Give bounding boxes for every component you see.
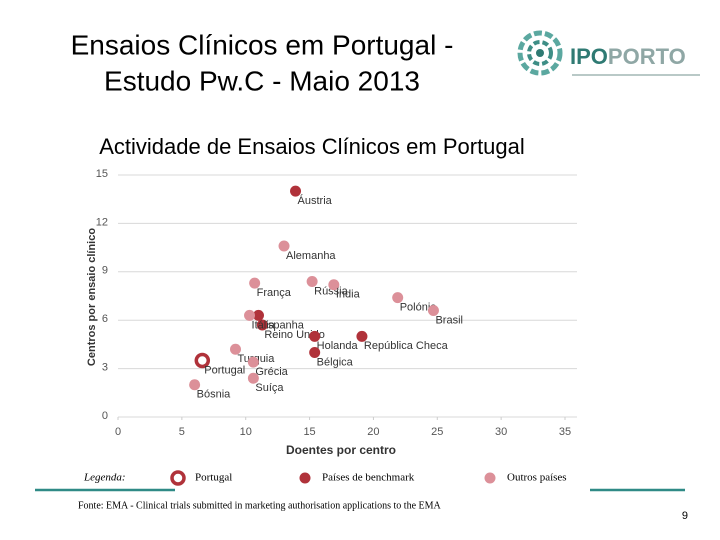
y-tick-label: 6 <box>102 313 108 325</box>
y-tick-label: 9 <box>102 265 108 277</box>
point <box>427 305 439 317</box>
x-tick-label: 5 <box>179 426 185 438</box>
legend-marker <box>170 470 186 486</box>
point-label: Índia <box>336 288 361 301</box>
point <box>256 319 268 331</box>
point <box>247 356 259 368</box>
y-tick-label: 12 <box>96 216 108 228</box>
logo-part: PORTO <box>608 44 686 69</box>
logo-icon <box>517 30 563 76</box>
point-label: Espanha <box>260 319 304 331</box>
legend-label: Portugal <box>195 472 232 484</box>
point-label: Grécia <box>255 366 288 378</box>
y-axis-label: Centros por ensaio clínico <box>86 228 98 366</box>
x-tick-label: 15 <box>303 426 315 438</box>
chart-title: Actividade de Ensaios Clínicos em Portug… <box>99 134 525 159</box>
slide-title: Estudo Pw.C - Maio 2013 <box>104 65 420 96</box>
point <box>249 277 261 289</box>
point <box>290 185 302 197</box>
point <box>247 372 259 384</box>
page-number: 9 <box>682 510 688 522</box>
source: Fonte: EMA - Clinical trials submitted i… <box>78 500 442 511</box>
x-tick-label: 10 <box>240 426 252 438</box>
point <box>306 275 318 287</box>
legend-label: Países de benchmark <box>322 472 415 484</box>
point-label: Itália <box>252 319 276 331</box>
logo: IPOPORTO <box>517 30 700 76</box>
point <box>194 352 211 369</box>
point <box>356 330 368 342</box>
slide-title: Ensaios Clínicos em Portugal - <box>71 29 454 60</box>
point-label: Holanda <box>317 340 359 352</box>
point <box>328 279 340 291</box>
x-tick-label: 30 <box>495 426 507 438</box>
point-label: Áustria <box>298 194 333 207</box>
logo-part: IPO <box>570 44 608 69</box>
logo-icon <box>536 49 544 57</box>
x-tick-label: 35 <box>559 426 571 438</box>
x-axis-label: Doentes por centro <box>286 443 396 457</box>
point-label: Portugal <box>204 364 245 376</box>
y-tick-label: 0 <box>102 410 108 422</box>
legend-marker <box>484 472 496 484</box>
point-label: Polónia <box>400 302 438 314</box>
point-label: República Checa <box>364 340 449 352</box>
point <box>244 309 256 321</box>
point-label: Bósnia <box>197 389 232 401</box>
x-tick-label: 20 <box>367 426 379 438</box>
x-tick-label: 25 <box>431 426 443 438</box>
point-label: França <box>257 287 292 299</box>
y-tick-label: 15 <box>96 168 108 180</box>
point-label: Brasil <box>435 314 463 326</box>
point-label: Suíça <box>255 382 284 394</box>
point <box>309 330 321 342</box>
y-tick-label: 3 <box>102 362 108 374</box>
point <box>392 292 404 304</box>
point-label: Bélgica <box>317 356 354 368</box>
point <box>229 343 241 355</box>
point <box>189 379 201 391</box>
point <box>309 346 321 358</box>
legend-title: Legenda: <box>83 472 126 484</box>
plot: 0 3 6 9 12 15 0 5 10 15 20 25 30 35 Portugal Áustria Esp… <box>96 168 577 438</box>
logo-text: IPOPORTO <box>570 44 686 69</box>
logo-icon <box>527 40 553 66</box>
point-label: Rússia <box>314 285 349 297</box>
legend-marker <box>299 472 311 484</box>
x-tick-label: 0 <box>115 426 121 438</box>
point <box>278 240 290 252</box>
point-label: Alemanha <box>286 250 336 262</box>
legend-label: Outros países <box>507 472 567 484</box>
legend: Portugal Países de benchmark Outros países <box>170 470 567 486</box>
point <box>252 309 264 321</box>
